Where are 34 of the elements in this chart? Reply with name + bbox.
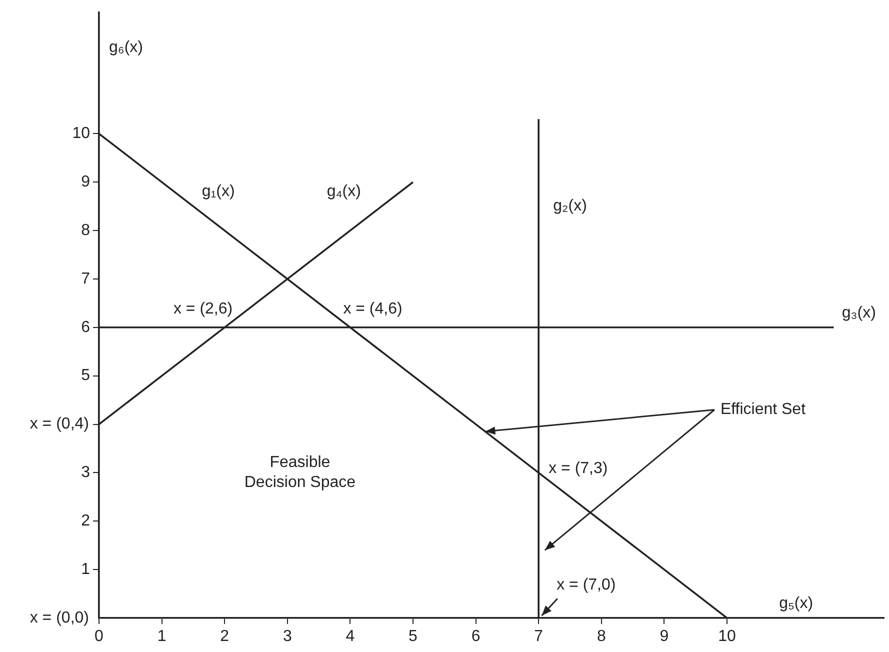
- annotation: g₄(x): [326, 183, 361, 200]
- x-tick-label: 6: [471, 628, 480, 646]
- annotation: g₃(x): [842, 304, 876, 322]
- text: x = (0,0): [30, 609, 89, 626]
- annotation: g₂(x): [553, 198, 587, 215]
- y-axis-title: g₆(x): [109, 39, 144, 56]
- annotation: x = (4,6): [343, 300, 402, 318]
- x-tick-label: 8: [596, 628, 606, 646]
- y-tick-label: 2: [81, 512, 90, 530]
- annotation: g₅(x): [779, 594, 814, 612]
- y-tick-label: 3: [81, 464, 90, 482]
- annotation: Efficient Set: [720, 401, 806, 418]
- x-tick-label: 5: [408, 628, 418, 646]
- y-tick-label: 10: [72, 125, 90, 142]
- annotation: g₁(x): [202, 183, 235, 200]
- annotation: Feasible Decision Space: [244, 454, 356, 492]
- x-tick-label: 9: [660, 628, 669, 646]
- x-tick-label: 2: [220, 628, 230, 646]
- x-tick-label: 7: [534, 628, 544, 646]
- x-tick-label: 3: [282, 628, 292, 646]
- x-tick-label: 4: [346, 628, 355, 646]
- annotation: x = (7,3): [548, 460, 608, 478]
- y-tick-label: 8: [81, 222, 90, 239]
- annotation: x = (2,6): [173, 300, 233, 318]
- y-tick-label: 7: [81, 270, 90, 288]
- annotation: x = (7,0): [556, 576, 616, 594]
- x-tick-label: 10: [718, 628, 736, 646]
- y-tick-label: 1: [81, 560, 90, 578]
- y-tick-label: 5: [81, 367, 90, 384]
- y-tick-label: 9: [81, 174, 90, 191]
- y-tick-label: 6: [81, 318, 90, 336]
- x-tick-label: 0: [94, 628, 104, 646]
- annotation: x = (0,4): [30, 416, 89, 433]
- x-tick-label: 1: [157, 628, 166, 646]
